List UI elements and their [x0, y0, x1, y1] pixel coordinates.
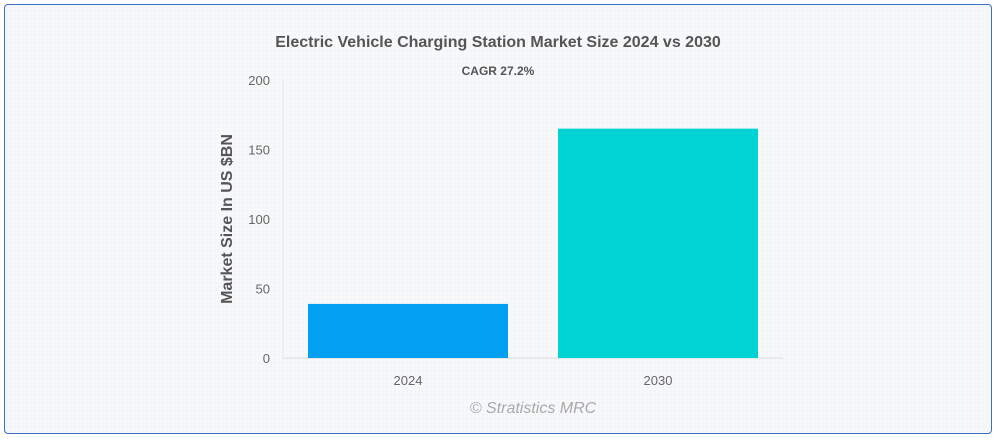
y-tick-label: 150: [248, 143, 270, 158]
chart-title: Electric Vehicle Charging Station Market…: [275, 34, 721, 51]
y-axis-label: Market Size In US $BN: [219, 134, 236, 304]
chart-subtitle: CAGR 27.2%: [462, 64, 535, 78]
bar-2030: [558, 128, 758, 358]
y-tick-group: 0 50 100 150 200: [248, 73, 270, 366]
x-tick-group: 2024 2030: [394, 373, 673, 388]
watermark: © Stratistics MRC: [470, 400, 597, 417]
y-tick-label: 50: [256, 282, 270, 297]
bar-group: [308, 128, 758, 358]
y-tick-label: 0: [263, 351, 270, 366]
y-tick-label: 100: [248, 212, 270, 227]
x-tick-label: 2030: [644, 373, 673, 388]
bar-2024: [308, 303, 508, 358]
x-tick-label: 2024: [394, 373, 423, 388]
chart-frame: [4, 4, 992, 434]
y-tick-label: 200: [248, 73, 270, 88]
